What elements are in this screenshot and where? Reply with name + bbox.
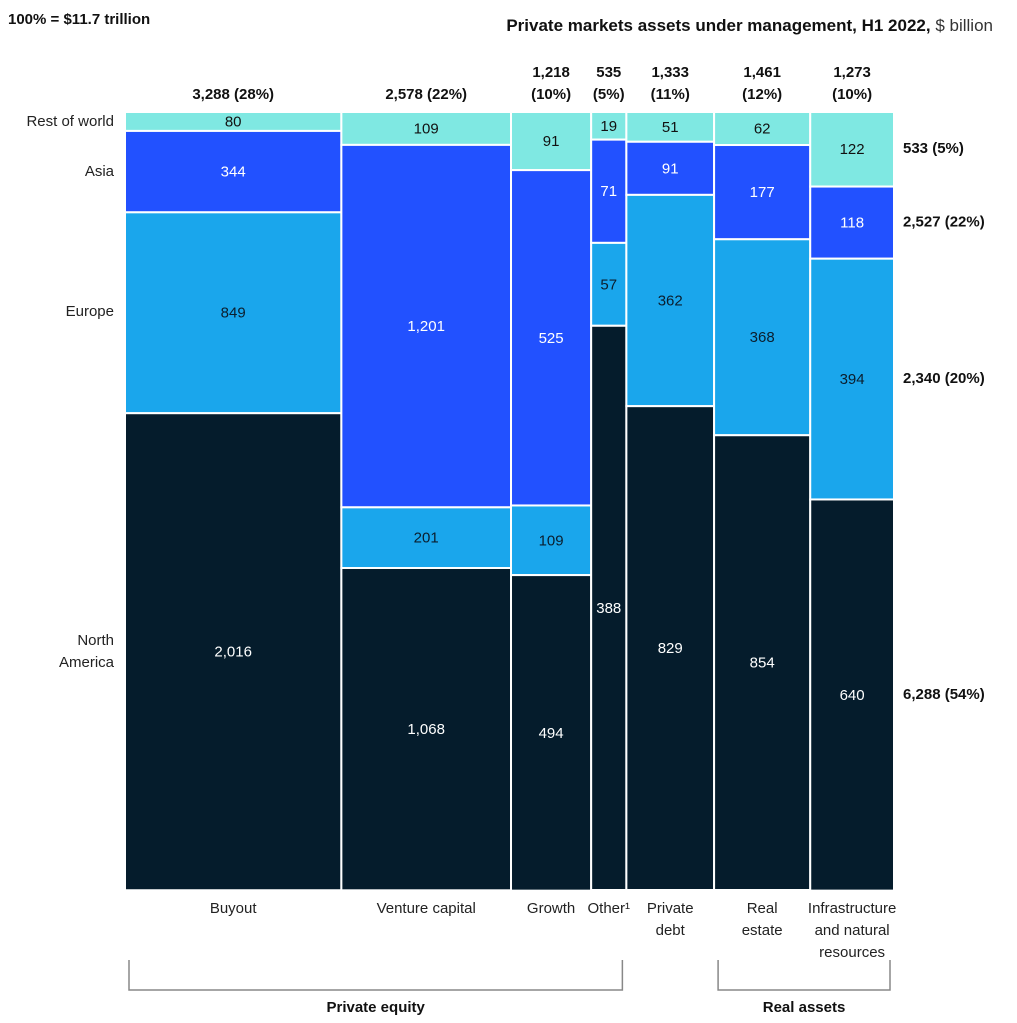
column-total-private-debt-line-2: (11%) xyxy=(651,86,690,103)
column-total-real-estate-line-2: (12%) xyxy=(742,86,782,103)
category-label-infrastructure-and-natural-resources-line-1: Infrastructure xyxy=(808,900,896,917)
segment-total-rest-of-world: 533 (5%) xyxy=(903,140,964,157)
segment-total-europe: 2,340 (20%) xyxy=(903,370,985,387)
value-label-venture-capital-europe: 201 xyxy=(414,530,439,547)
category-label-private-debt-line-2: debt xyxy=(656,922,686,939)
group-bracket-private-equity xyxy=(128,960,624,991)
bar-segment-other-europe xyxy=(590,241,628,327)
value-label-venture-capital-north-america: 1,068 xyxy=(407,721,445,738)
column-total-buyout: 3,288 (28%) xyxy=(192,86,274,103)
category-label-other: Other¹ xyxy=(588,900,631,917)
column-total-private-debt-line-1: 1,333 xyxy=(651,64,689,81)
category-label-private-debt-line-1: Private xyxy=(647,900,694,917)
bar-segment-venture-capital-north-america xyxy=(340,566,513,892)
bar-segment-buyout-europe xyxy=(124,211,343,415)
bar-segment-infrastructure-and-natural-resources-north-america xyxy=(809,498,895,892)
group-label-real-assets: Real assets xyxy=(763,999,846,1016)
category-label-real-estate-line-1: Real xyxy=(747,900,778,917)
bar-segment-private-debt-europe xyxy=(625,193,716,408)
row-label-north-america-line-1: North xyxy=(77,632,114,649)
column-total-growth-line-2: (10%) xyxy=(531,86,571,103)
value-label-buyout-europe: 849 xyxy=(221,305,246,322)
category-label-real-estate-line-2: estate xyxy=(742,922,783,939)
bar-segment-private-debt-asia xyxy=(625,140,716,196)
category-label-infrastructure-and-natural-resources-line-3: resources xyxy=(819,944,885,961)
segment-total-asia: 2,527 (22%) xyxy=(903,214,985,231)
value-label-other-north-america: 388 xyxy=(596,600,621,617)
bar-segment-infrastructure-and-natural-resources-asia xyxy=(809,185,895,260)
bar-segment-private-debt-north-america xyxy=(625,405,716,891)
value-label-venture-capital-asia: 1,201 xyxy=(407,318,445,335)
value-label-buyout-north-america: 2,016 xyxy=(214,644,252,661)
bar-segment-infrastructure-and-natural-resources-europe xyxy=(809,257,895,501)
value-label-private-debt-north-america: 829 xyxy=(658,640,683,657)
column-total-infrastructure-and-natural-resources-line-1: 1,273 xyxy=(833,64,871,81)
value-label-infrastructure-and-natural-resources-asia: 118 xyxy=(840,215,864,232)
total-note: 100% = $11.7 trillion xyxy=(8,11,151,28)
bar-segment-buyout-asia xyxy=(124,129,343,214)
value-label-infrastructure-and-natural-resources-north-america: 640 xyxy=(840,687,865,704)
value-label-growth-north-america: 494 xyxy=(539,725,564,742)
value-label-real-estate-asia: 177 xyxy=(750,184,775,201)
column-total-real-estate-line-1: 1,461 xyxy=(743,64,781,81)
column-total-growth-line-1: 1,218 xyxy=(532,64,570,81)
bar-segment-buyout-north-america xyxy=(124,412,343,892)
segment-total-north-america: 6,288 (54%) xyxy=(903,686,985,703)
chart-title-text: Private markets assets under management,… xyxy=(506,16,931,35)
value-label-buyout-rest-of-world: 80 xyxy=(225,113,242,130)
value-label-venture-capital-rest-of-world: 109 xyxy=(414,120,439,137)
chart-title: Private markets assets under management,… xyxy=(506,16,993,36)
category-label-buyout: Buyout xyxy=(210,900,258,917)
row-label-asia: Asia xyxy=(85,163,115,180)
value-label-real-estate-europe: 368 xyxy=(750,329,775,346)
bar-segment-growth-north-america xyxy=(510,574,593,892)
bar-segment-venture-capital-europe xyxy=(340,506,513,569)
bar-segment-growth-rest-of-world xyxy=(510,111,593,172)
value-label-growth-asia: 525 xyxy=(539,330,564,347)
column-total-venture-capital: 2,578 (22%) xyxy=(385,86,467,103)
column-total-infrastructure-and-natural-resources-line-2: (10%) xyxy=(832,86,872,103)
chart-unit: $ billion xyxy=(935,16,993,35)
value-label-infrastructure-and-natural-resources-rest-of-world: 122 xyxy=(840,141,865,158)
bar-segment-real-estate-rest-of-world xyxy=(713,111,812,147)
column-total-other-line-2: (5%) xyxy=(593,86,625,103)
value-label-growth-rest-of-world: 91 xyxy=(543,133,560,150)
category-label-venture-capital: Venture capital xyxy=(377,900,476,917)
value-label-private-debt-rest-of-world: 51 xyxy=(662,119,679,136)
group-bracket-real-assets xyxy=(717,960,891,991)
value-label-private-debt-asia: 91 xyxy=(662,160,679,177)
group-label-private-equity: Private equity xyxy=(326,999,425,1016)
category-label-infrastructure-and-natural-resources-line-2: and natural xyxy=(815,922,890,939)
bar-segment-other-north-america xyxy=(590,324,628,891)
bar-segment-real-estate-north-america xyxy=(713,434,812,891)
value-label-real-estate-north-america: 854 xyxy=(750,655,775,672)
value-label-other-rest-of-world: 19 xyxy=(600,118,617,135)
value-label-real-estate-rest-of-world: 62 xyxy=(754,120,771,137)
value-label-infrastructure-and-natural-resources-europe: 394 xyxy=(840,371,865,388)
value-label-private-debt-europe: 362 xyxy=(658,292,683,309)
value-label-growth-europe: 109 xyxy=(539,532,564,549)
value-label-other-asia: 71 xyxy=(600,183,617,200)
row-label-europe: Europe xyxy=(66,303,114,320)
value-label-buyout-asia: 344 xyxy=(221,164,246,181)
value-label-other-europe: 57 xyxy=(600,276,617,293)
row-label-north-america-line-2: America xyxy=(59,654,115,671)
row-label-rest-of-world: Rest of world xyxy=(26,113,114,130)
category-label-growth: Growth xyxy=(527,900,575,917)
column-total-other-line-1: 535 xyxy=(596,64,621,81)
